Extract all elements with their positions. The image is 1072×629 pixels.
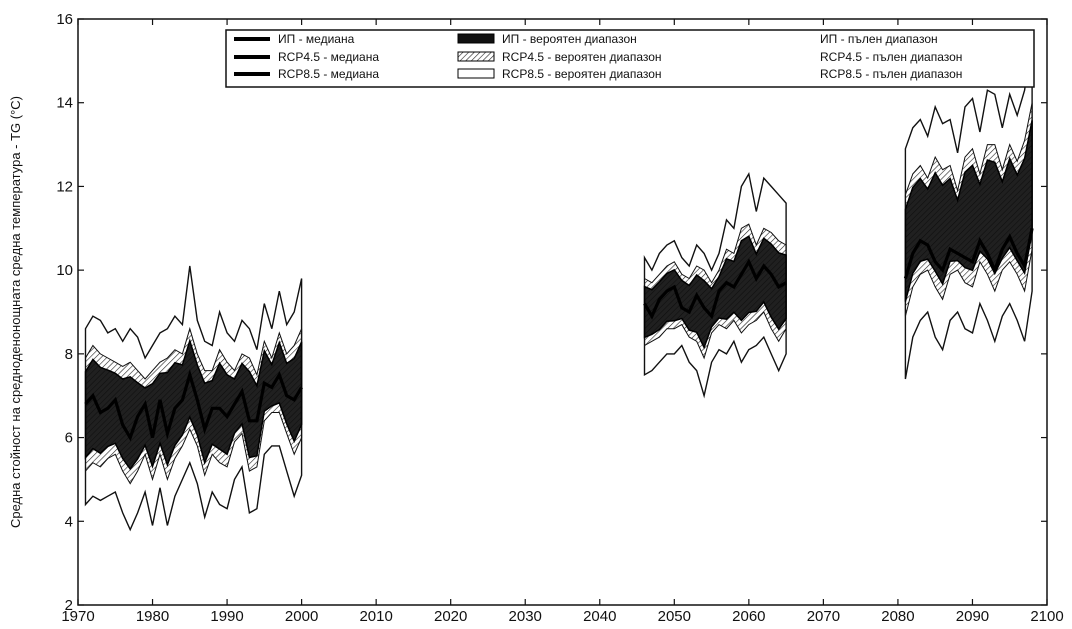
x-tick-label: 1990 <box>210 608 243 625</box>
y-tick-label: 14 <box>56 95 73 112</box>
y-tick-label: 2 <box>65 597 73 614</box>
y-tick-label: 16 <box>56 11 73 28</box>
x-tick-label: 2040 <box>583 608 616 625</box>
x-tick-label: 2010 <box>359 608 392 625</box>
y-tick-label: 12 <box>56 178 73 195</box>
likely-range-dark <box>84 338 303 471</box>
y-tick-label: 8 <box>65 346 73 363</box>
y-axis-label: Средна стойност на средноденонощната сре… <box>8 96 23 528</box>
legend-entry-label: RCP8.5 - вероятен диапазон <box>502 67 662 81</box>
x-tick-label: 2030 <box>509 608 542 625</box>
legend-entry-label: RCP8.5 - пълен диапазон <box>820 67 962 81</box>
plot-frame <box>77 18 1048 606</box>
y-tick-label: 6 <box>65 430 73 447</box>
legend-likely-light-swatch <box>457 68 495 79</box>
x-tick-label: 1970 <box>61 608 94 625</box>
legend-entry-label: RCP4.5 - вероятен диапазон <box>502 50 662 64</box>
legend-entry-label: ИП - медиана <box>278 32 355 46</box>
legend-entry-label: RCP4.5 - пълен диапазон <box>820 50 962 64</box>
x-tick-label: 1980 <box>136 608 169 625</box>
axis-ticks: 1970 1980 1990 2000 2010 2020 2030 2040 2050 2060… <box>56 11 1063 625</box>
legend-entry-label: RCP8.5 - медиана <box>278 67 379 81</box>
x-tick-label: 2000 <box>285 608 318 625</box>
legend: ИП - медиана ИП - вероятен диапазон ИП - п… <box>225 29 1035 88</box>
y-tick-label: 10 <box>56 262 73 279</box>
median-line <box>903 227 1034 279</box>
median-line <box>643 258 787 320</box>
x-tick-label: 2100 <box>1030 608 1063 625</box>
legend-box <box>225 29 1035 88</box>
x-tick-label: 2070 <box>807 608 840 625</box>
legend-likely-dark-swatch <box>457 33 495 44</box>
plot-area <box>84 35 1034 532</box>
legend-entry-label: ИП - вероятен диапазон <box>502 32 637 46</box>
x-tick-label: 2080 <box>881 608 914 625</box>
legend-likely-hatched-swatch <box>457 51 495 62</box>
x-tick-label: 2050 <box>658 608 691 625</box>
y-tick-label: 4 <box>65 513 73 530</box>
x-tick-label: 2060 <box>732 608 765 625</box>
legend-entry-label: RCP4.5 - медиана <box>278 50 379 64</box>
x-tick-label: 2090 <box>956 608 989 625</box>
legend-entry-label: ИП - пълен диапазон <box>820 32 938 46</box>
x-tick-label: 2020 <box>434 608 467 625</box>
median-line <box>84 369 303 442</box>
